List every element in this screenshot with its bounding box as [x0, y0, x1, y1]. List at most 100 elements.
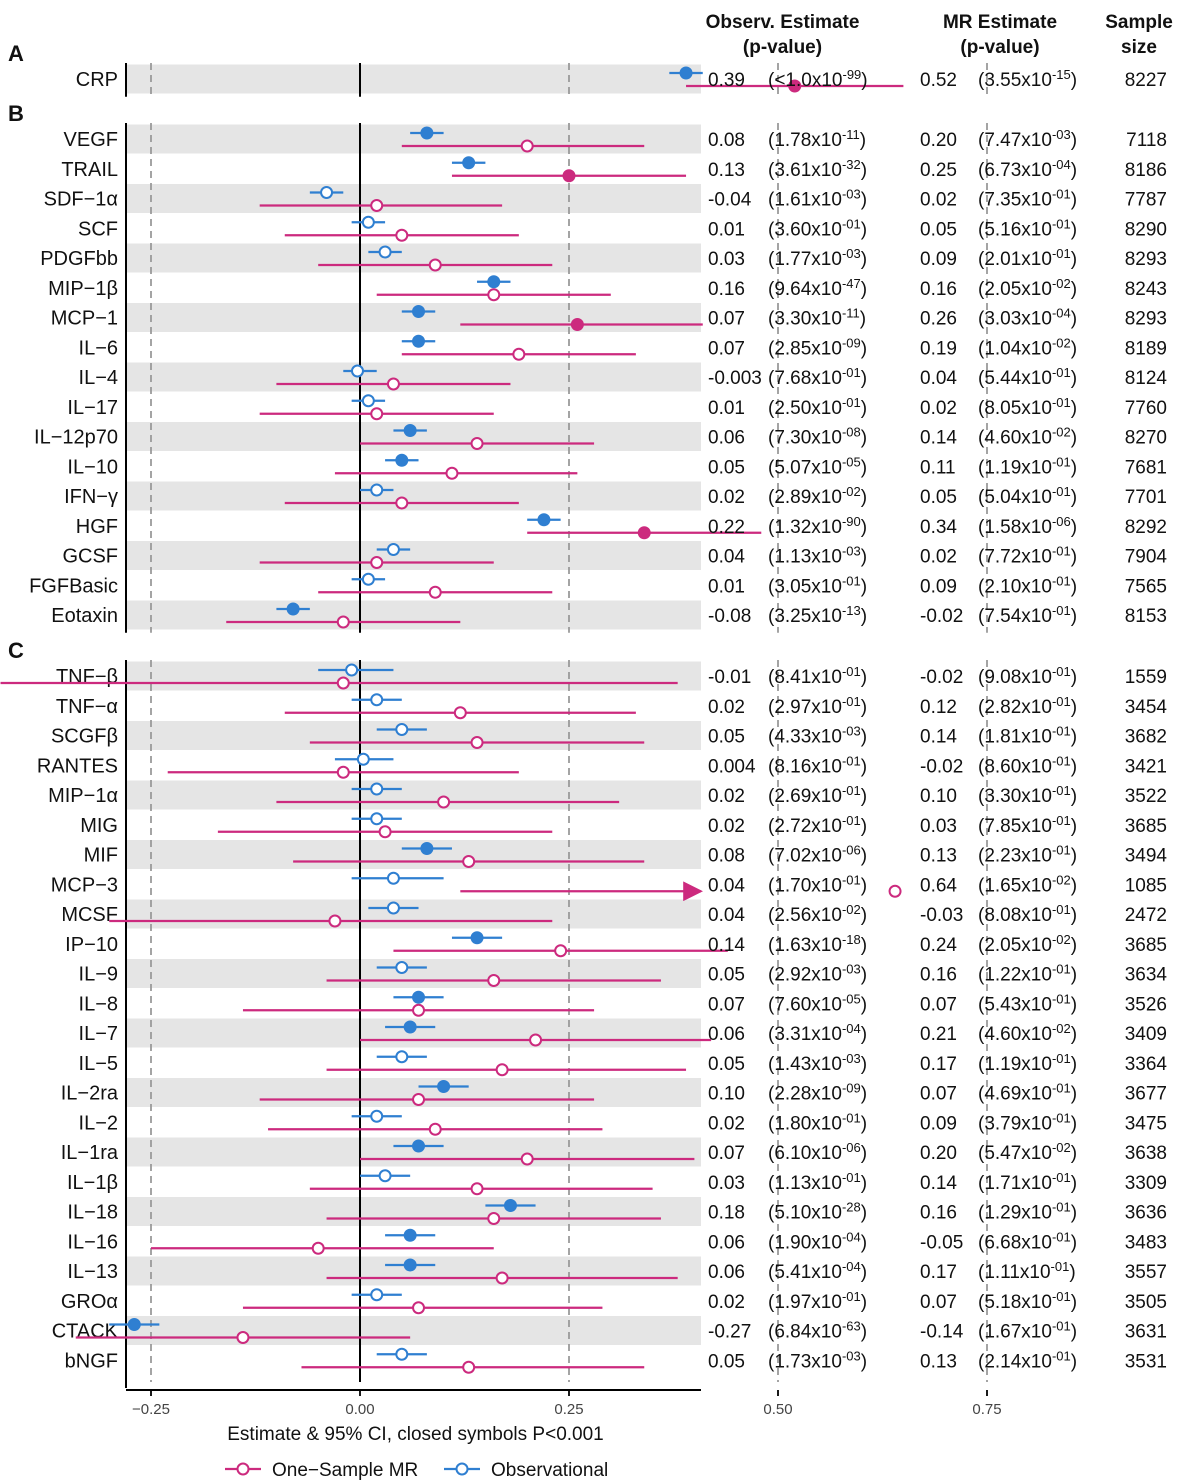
mr-estimate-value: 0.34 [920, 517, 957, 538]
mr-p-value: (1.04x10-02) [978, 335, 1077, 360]
sample-size-value: 8243 [1125, 279, 1167, 300]
mr-estimate-value: 0.07 [920, 994, 957, 1015]
mr-point [495, 1271, 509, 1285]
mr-point [453, 706, 467, 720]
row-label: SCGFβ [51, 726, 118, 748]
obs-p-value: (5.07x10-05) [768, 454, 867, 479]
obs-estimate-value: 0.08 [708, 846, 745, 867]
row-label: TRAIL [61, 159, 118, 181]
mr-estimate-value: 0.14 [920, 428, 957, 449]
mr-estimate-value: 0.03 [920, 816, 957, 837]
row-label: IL−8 [79, 993, 118, 1015]
shade-band [126, 64, 701, 94]
obs-point [370, 693, 384, 707]
obs-p-value: (7.68x10-01) [768, 365, 867, 390]
shade-band [126, 1316, 701, 1345]
mr-estimate-value: 0.20 [920, 1143, 957, 1164]
obs-p-value: (3.25x10-13) [768, 603, 867, 628]
sample-size-value: 3505 [1125, 1292, 1167, 1313]
obs-p-value: (1.80x10-01) [768, 1110, 867, 1135]
obs-p-value: (7.60x10-05) [768, 991, 867, 1016]
obs-p-value: (1.97x10-01) [768, 1288, 867, 1313]
mr-point [386, 377, 400, 391]
obs-point [412, 305, 426, 318]
obs-p-value: (1.70x10-01) [768, 872, 867, 897]
x-tick-label: 0.00 [345, 1401, 374, 1418]
obs-p-value: (2.97x10-01) [768, 693, 867, 718]
mr-estimate-value: 0.02 [920, 398, 957, 419]
mr-estimate-value: 0.10 [920, 786, 957, 807]
shade-band [126, 661, 701, 691]
obs-estimate-value: 0.004 [708, 756, 756, 777]
obs-estimate-value: 0.02 [708, 1113, 745, 1134]
obs-point [403, 1020, 417, 1034]
mr-point [529, 1033, 543, 1047]
mr-p-value: (5.04x10-01) [978, 484, 1077, 509]
sample-size-value: 3638 [1125, 1143, 1167, 1164]
row-label: TNF−β [56, 666, 118, 688]
mr-p-value: (1.67x10-01) [978, 1318, 1077, 1343]
row-label: IL−1ra [61, 1142, 119, 1164]
obs-point [345, 663, 359, 677]
sample-size-value: 7681 [1125, 457, 1167, 478]
mr-p-value: (9.08x10-01) [978, 664, 1077, 689]
mr-p-value: (5.44x10-01) [978, 365, 1077, 390]
row-label: VEGF [64, 129, 118, 151]
shade-band [126, 1197, 701, 1226]
sample-size-value: 8293 [1125, 309, 1167, 330]
shade-band [126, 959, 701, 988]
mr-estimate-value: 0.52 [920, 70, 957, 91]
obs-point [361, 215, 375, 229]
obs-estimate-value: 0.07 [708, 1143, 745, 1164]
obs-estimate-value: 0.06 [708, 428, 745, 449]
mr-point [336, 765, 350, 779]
mr-point [328, 914, 342, 928]
obs-estimate-value: 0.01 [708, 219, 745, 240]
mr-estimate-value: 0.09 [920, 1113, 957, 1134]
mr-estimate-value: 0.09 [920, 249, 957, 270]
mr-point [311, 1241, 325, 1255]
obs-estimate-value: 0.05 [708, 457, 745, 478]
sample-size-value: 1559 [1125, 667, 1167, 688]
mr-p-value: (1.11x10-01) [978, 1259, 1076, 1284]
obs-point [350, 364, 364, 378]
mr-estimate-value: 0.25 [920, 160, 957, 181]
shade-band [126, 124, 701, 154]
mr-point [554, 944, 568, 958]
obs-point [403, 1228, 417, 1242]
sample-size-value: 3364 [1125, 1054, 1168, 1075]
mr-p-value: (7.35x10-01) [978, 186, 1077, 211]
obs-estimate-value: -0.003 [708, 368, 762, 389]
obs-p-value: (5.41x10-04) [768, 1259, 867, 1284]
obs-p-value: (1.32x10-90) [768, 513, 867, 538]
obs-point [462, 156, 476, 170]
sample-size-value: 8189 [1125, 338, 1167, 359]
sample-size-value: 3475 [1125, 1113, 1167, 1134]
mr-estimate-value: 0.14 [920, 727, 957, 748]
panel-label-A: A [8, 41, 24, 66]
mr-estimate-value: 0.13 [920, 846, 957, 867]
sample-size-header: Sample size [1095, 10, 1183, 60]
obs-estimate-value: 0.18 [708, 1203, 745, 1224]
row-label: MCSF [61, 904, 118, 926]
obs-estimate-value: 0.14 [708, 935, 745, 956]
mr-estimate-value: 0.05 [920, 219, 957, 240]
obs-estimate-value: 0.06 [708, 1262, 745, 1283]
row-label: SCF [78, 218, 118, 240]
row-label: IL−5 [79, 1053, 118, 1075]
obs-point [370, 782, 384, 796]
mr-p-value: (5.43x10-01) [978, 991, 1077, 1016]
obs-estimate-value: 0.06 [708, 1232, 745, 1253]
sample-size-value: 7701 [1125, 487, 1167, 508]
row-label: TNF−α [56, 696, 118, 718]
mr-estimate-value: -0.02 [920, 667, 963, 688]
mr-p-value: (4.60x10-02) [978, 424, 1077, 449]
mr-point [470, 1182, 484, 1196]
mr-estimate-value: 0.13 [920, 1351, 957, 1372]
obs-p-value: (6.84x10-63) [768, 1318, 867, 1343]
sample-size-value: 3454 [1125, 697, 1168, 718]
obs-p-value: (7.30x10-08) [768, 424, 867, 449]
obs-point [412, 990, 426, 1004]
mr-point [888, 884, 902, 898]
sample-size-value: 7760 [1125, 398, 1167, 419]
